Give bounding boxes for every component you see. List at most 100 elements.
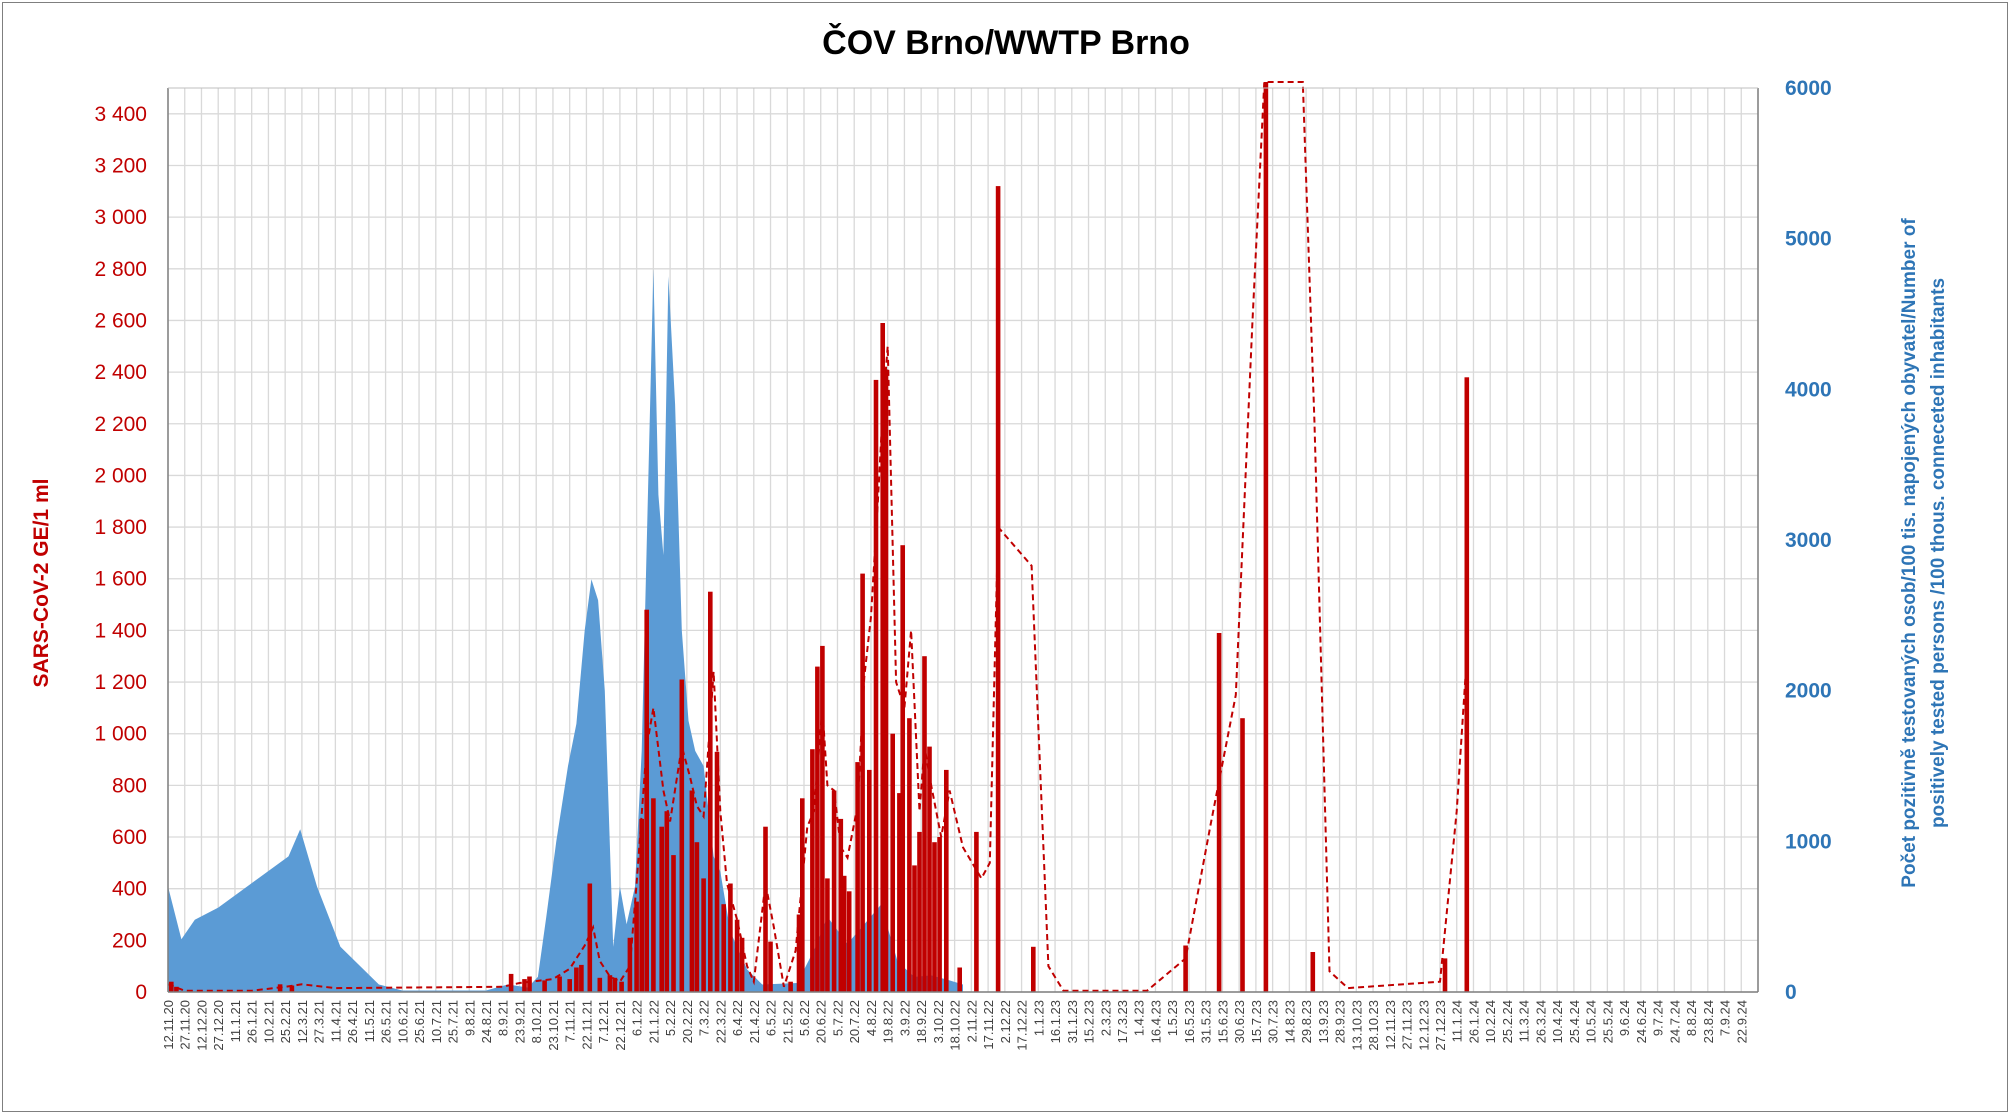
x-tick-label: 24.6.24 [1634, 1000, 1649, 1043]
y-tick-right-label: 3000 [1785, 529, 1832, 552]
x-tick-label: 6.4.22 [730, 1000, 745, 1036]
x-tick-label: 7.12.21 [596, 1000, 611, 1043]
concentration-bar [574, 967, 579, 992]
x-tick-label: 22.12.21 [613, 1000, 628, 1051]
concentration-bar [1310, 952, 1316, 992]
x-tick-label: 12.12.23 [1416, 1000, 1431, 1051]
x-tick-label: 7.9.24 [1718, 1000, 1733, 1036]
y-tick-left-label: 2 800 [94, 258, 147, 281]
x-tick-label: 25.2.24 [1500, 1000, 1515, 1043]
concentration-bar [728, 883, 733, 992]
concentration-bar [944, 769, 949, 992]
x-tick-label: 12.12.20 [195, 1000, 210, 1051]
y-tick-right-label: 6000 [1785, 77, 1832, 100]
concentration-bar [671, 855, 676, 992]
concentration-bar [289, 985, 295, 992]
concentration-bar [917, 831, 922, 992]
concentration-bar [810, 749, 815, 992]
concentration-bar [597, 977, 603, 992]
concentration-bar [788, 981, 793, 992]
x-tick-label: 12.11.23 [1383, 1000, 1398, 1050]
y-tick-left-label: 1 000 [94, 723, 147, 746]
x-tick-label: 1.4.23 [1132, 1000, 1147, 1036]
x-tick-label: 11.1.21 [228, 1000, 243, 1042]
x-tick-label: 15.7.23 [1249, 1000, 1264, 1043]
x-tick-label: 17.11.22 [981, 1000, 996, 1050]
x-tick-label: 8.8.24 [1684, 1000, 1699, 1036]
y-tick-left-label: 2 400 [94, 361, 147, 384]
x-tick-label: 20.6.22 [814, 1000, 829, 1043]
concentration-bar [957, 967, 962, 992]
x-tick-label: 23.9.21 [513, 1000, 528, 1043]
x-tick-label: 27.12.20 [211, 1000, 226, 1051]
concentration-bar [659, 826, 664, 992]
concentration-bar [880, 323, 885, 992]
y-tick-left-label: 2 200 [94, 413, 147, 436]
y-tick-left-label: 1 200 [94, 671, 147, 694]
concentration-bar [714, 751, 720, 992]
bar-series-layer [169, 82, 1470, 993]
concentration-bar [974, 831, 979, 992]
x-tick-label: 27.11.23 [1400, 1000, 1415, 1050]
x-tick-label: 15.6.23 [1215, 1000, 1230, 1043]
concentration-bar [508, 973, 514, 992]
x-tick-label: 22.3.22 [713, 1000, 728, 1043]
concentration-bar [701, 878, 706, 992]
x-tick-label: 27.12.23 [1433, 1000, 1448, 1051]
concentration-bar [634, 901, 639, 992]
x-tick-label: 2.3.23 [1098, 1000, 1113, 1036]
x-tick-label: 5.2.22 [663, 1000, 678, 1036]
concentration-bar [831, 790, 837, 992]
x-tick-label: 13.10.23 [1349, 1000, 1364, 1051]
x-tick-label: 1.5.23 [1165, 1000, 1180, 1036]
x-tick-label: 15.2.23 [1082, 1000, 1097, 1043]
y-tick-left-label: 1 400 [94, 619, 147, 642]
concentration-bar [607, 975, 613, 992]
x-tick-label: 21.5.22 [780, 1000, 795, 1043]
x-tick-label: 6.5.22 [764, 1000, 779, 1036]
concentration-bar [739, 937, 745, 992]
x-tick-label: 11.3.24 [1517, 1000, 1532, 1042]
concentration-bar [995, 186, 1001, 993]
y-axis-right-label-line2: positively tested persons /100 thous. co… [1928, 278, 1949, 828]
x-tick-label: 5.7.22 [831, 1000, 846, 1036]
grid [167, 88, 1759, 993]
x-tick-label: 18.10.22 [948, 1000, 963, 1051]
concentration-bar [639, 818, 644, 992]
concentration-bar [734, 919, 740, 992]
x-tick-label: 1.1.23 [1031, 1000, 1046, 1036]
concentration-bar [825, 878, 830, 992]
x-tick-label: 11.1.24 [1450, 1000, 1465, 1042]
y-tick-left-label: 2 000 [94, 464, 147, 487]
x-tick-label: 2.12.22 [998, 1000, 1013, 1043]
y-tick-left-label: 800 [112, 774, 147, 797]
y-tick-left-label: 1 600 [94, 568, 147, 591]
y-tick-right-label: 5000 [1785, 228, 1832, 251]
concentration-bar [174, 986, 179, 992]
concentration-bar [800, 798, 805, 992]
concentration-bar [1464, 377, 1470, 992]
x-tick-label: 21.4.22 [747, 1000, 762, 1043]
concentration-bar [721, 904, 726, 992]
x-tick-label: 10.5.24 [1584, 1000, 1599, 1043]
concentration-bar [708, 591, 713, 992]
x-tick-label: 24.7.24 [1667, 1000, 1682, 1043]
y-tick-right-label: 4000 [1785, 378, 1832, 401]
y-tick-left-label: 400 [112, 878, 147, 901]
concentration-bar [897, 793, 902, 992]
concentration-bar [522, 979, 527, 992]
concentration-bar [1183, 945, 1188, 992]
y-tick-left-label: 2 600 [94, 310, 147, 333]
x-tick-label: 17.12.22 [1015, 1000, 1030, 1051]
x-tick-label: 13.9.23 [1316, 1000, 1331, 1043]
concentration-bar [768, 941, 773, 992]
x-tick-label: 23.10.21 [546, 1000, 561, 1051]
concentration-bar [1263, 82, 1269, 992]
concentration-bar [679, 679, 685, 992]
x-tick-label: 6.1.22 [630, 1000, 645, 1036]
concentration-bar [567, 979, 572, 992]
x-tick-label: 3.10.22 [931, 1000, 946, 1043]
x-tick-label: 30.7.23 [1266, 1000, 1281, 1043]
x-tick-label: 9.6.24 [1617, 1000, 1632, 1036]
